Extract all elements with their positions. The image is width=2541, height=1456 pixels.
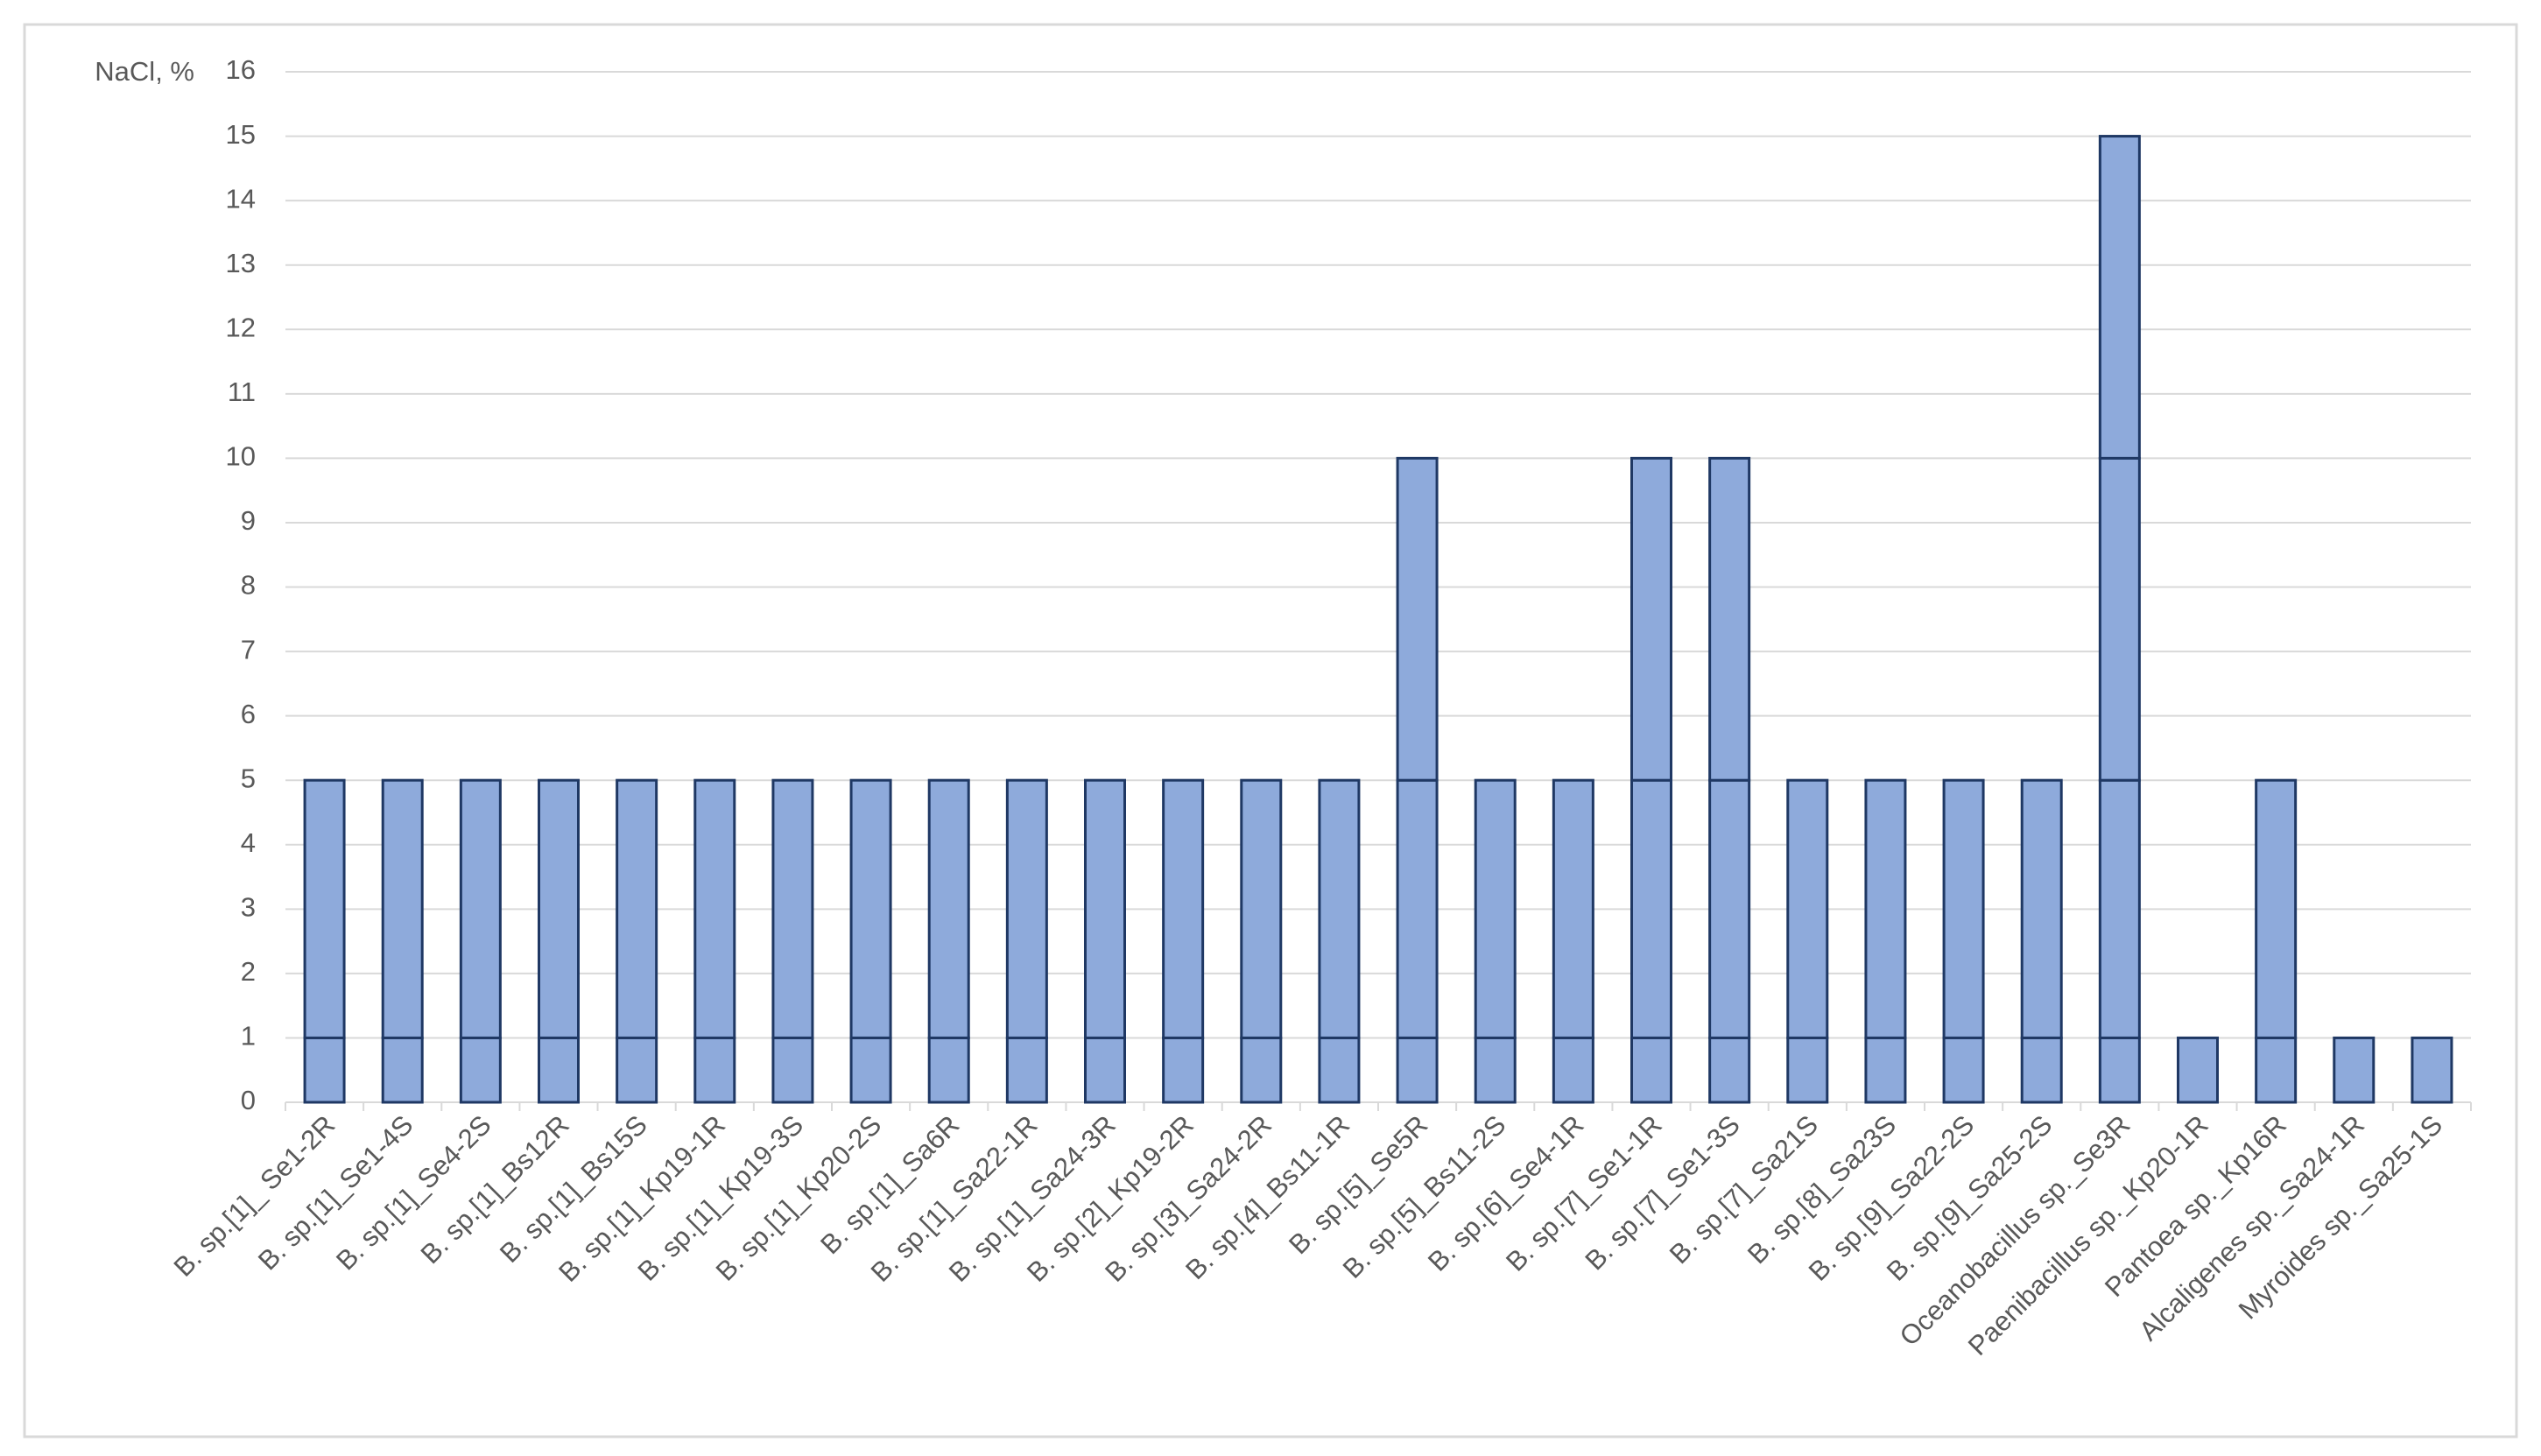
bar-segment [1630, 1036, 1672, 1104]
bar-segment [381, 778, 424, 1039]
y-tick-label: 2 [241, 956, 256, 987]
bar-segment [849, 1036, 892, 1104]
bar-segment [1318, 1036, 1361, 1104]
y-tick-label: 16 [226, 54, 256, 85]
bar-segment [2255, 1036, 2298, 1104]
bar-segment [1864, 778, 1907, 1039]
y-tick-label: 10 [226, 441, 256, 472]
y-tick-label: 5 [241, 763, 256, 793]
bar-segment [2020, 778, 2063, 1039]
bar-segment [1240, 778, 1283, 1039]
bar-segment [2020, 1036, 2063, 1104]
y-tick-label: 12 [226, 312, 256, 342]
y-tick-label: 9 [241, 505, 256, 536]
bar-segment [693, 778, 736, 1039]
y-tick-label: 11 [228, 376, 256, 407]
bar-segment [459, 1036, 502, 1104]
y-tick-label: 13 [226, 248, 256, 278]
bar-segment [1162, 1036, 1205, 1104]
y-tick-label: 4 [241, 827, 256, 858]
bar-segment [1084, 778, 1126, 1039]
y-tick-label: 0 [241, 1085, 256, 1115]
bar-segment [2255, 778, 2298, 1039]
y-tick-label: 6 [241, 699, 256, 729]
bar-segment [381, 1036, 424, 1104]
bar-segment [927, 1036, 970, 1104]
y-tick-label: 1 [241, 1021, 256, 1052]
bar-segment [1240, 1036, 1283, 1104]
bar-segment [1630, 456, 1672, 782]
bar-segment [1942, 778, 1985, 1039]
bar-segment [2098, 135, 2141, 460]
bar-segment [1396, 778, 1439, 1039]
y-tick-label: 7 [241, 634, 256, 665]
bar-segment [1708, 778, 1751, 1039]
bar-segment [303, 778, 346, 1039]
bar-segment [849, 778, 892, 1039]
bar-segment [1396, 456, 1439, 782]
bar-segment [771, 778, 814, 1039]
bar-segment [1630, 778, 1672, 1039]
bar-segment [1396, 1036, 1439, 1104]
bar-segment [693, 1036, 736, 1104]
bar-segment [1786, 778, 1829, 1039]
y-tick-label: 3 [241, 892, 256, 923]
y-tick-label: 15 [226, 119, 256, 150]
bar-segment [1552, 778, 1594, 1039]
bar-segment [459, 778, 502, 1039]
bar-segment [616, 778, 658, 1039]
y-axis-label: NaCl, % [95, 56, 194, 87]
bar-segment [2177, 1036, 2219, 1104]
bar-segment [1005, 778, 1048, 1039]
bar-segment [2098, 456, 2141, 782]
bar-segment [538, 778, 580, 1039]
bar-segment [2333, 1036, 2376, 1104]
bar-segment [616, 1036, 658, 1104]
bar-segment [1084, 1036, 1126, 1104]
bar-segment [2098, 778, 2141, 1039]
bar-segment [1864, 1036, 1907, 1104]
bar-segment [1162, 778, 1205, 1039]
bar-segment [538, 1036, 580, 1104]
y-tick-label: 14 [226, 183, 256, 214]
bar-segment [1318, 778, 1361, 1039]
bar-segment [1708, 1036, 1751, 1104]
bar-segment [927, 778, 970, 1039]
bar-segment [1552, 1036, 1594, 1104]
bar-segment [771, 1036, 814, 1104]
bar-segment [2411, 1036, 2453, 1104]
bar-segment [1005, 1036, 1048, 1104]
bar-segment [303, 1036, 346, 1104]
bar-segment [1474, 1036, 1517, 1104]
bar-segment [1474, 778, 1517, 1039]
bar-segment [1942, 1036, 1985, 1104]
y-tick-label: 8 [241, 570, 256, 601]
bar-segment [1786, 1036, 1829, 1104]
bar-segment [2098, 1036, 2141, 1104]
bar-segment [1708, 456, 1751, 782]
